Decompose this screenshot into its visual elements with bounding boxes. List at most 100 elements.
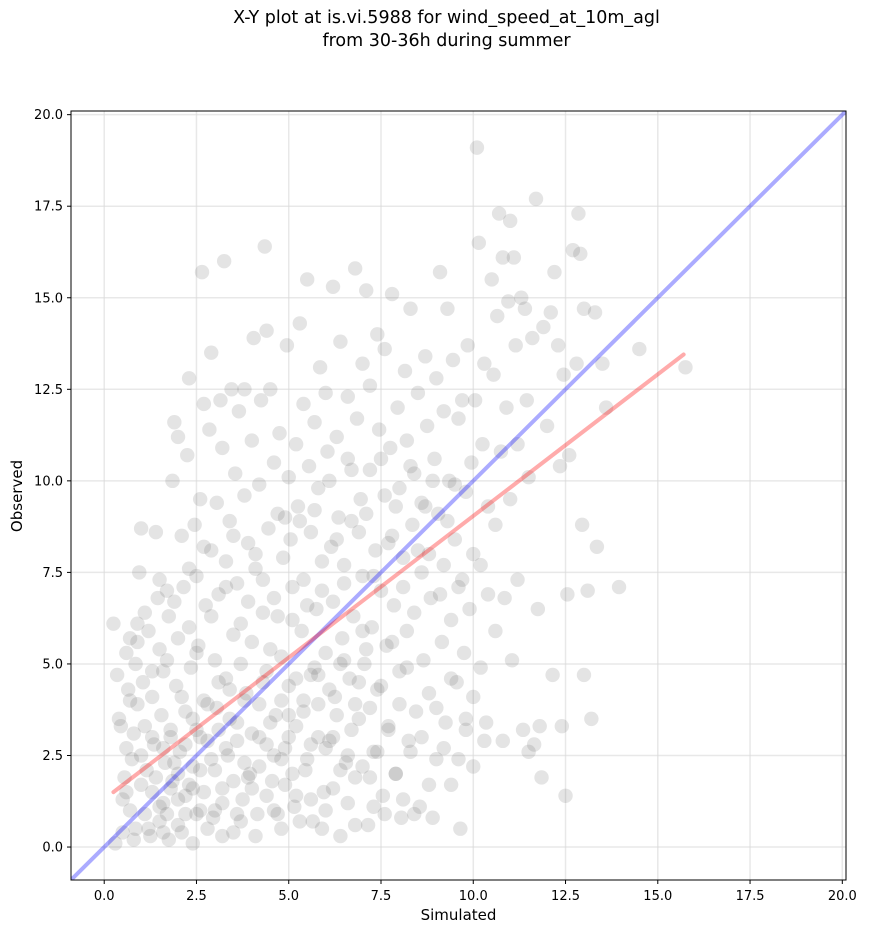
scatter-point [478,715,494,730]
scatter-point [480,499,496,514]
scatter-point [384,634,400,650]
scatter-point [355,356,370,371]
scatter-point [220,748,236,763]
scatter-point [303,524,319,540]
scatter-point [279,338,295,353]
scatter-point [440,301,455,316]
scatter-point [163,729,178,745]
scatter-point [392,697,407,712]
scatter-point [576,667,592,683]
scatter-point [543,305,558,320]
scatter-point [266,590,282,606]
scatter-point [399,433,415,448]
scatter-point [226,825,241,840]
scatter-point [425,473,440,489]
scatter-point [405,517,420,532]
scatter-point [359,506,374,522]
scatter-point [259,664,274,679]
scatter-point [340,795,355,811]
scatter-point [248,546,263,562]
scatter-point [259,737,274,752]
scatter-point [113,719,129,734]
scatter-point [292,814,308,829]
scatter-point [423,590,439,606]
scatter-point [211,722,226,738]
scatter-point [119,645,134,661]
scatter-point [207,803,223,818]
scatter-point [418,499,433,514]
scatter-point [318,740,333,756]
scatter-point [403,744,418,760]
scatter-point [347,817,363,833]
scatter-point [362,770,378,785]
scatter-point [109,667,125,683]
scatter-point [370,327,385,342]
scatter-point [388,499,403,514]
scatter-point [189,722,204,738]
scatter-point [281,708,296,723]
x-tick-label: 10.0 [459,889,488,904]
scatter-point [202,422,217,437]
scatter-point [174,825,189,840]
scatter-point [462,601,477,617]
scatter-point [296,396,311,412]
scatter-point [580,583,595,598]
scatter-point [192,729,208,745]
scatter-point [266,455,282,470]
scatter-point [432,587,448,602]
scatter-point [292,316,308,331]
scatter-point [174,528,189,543]
scatter-point [211,587,226,602]
scatter-point [316,784,331,800]
scatter-point [325,279,341,294]
x-tick-label: 12.5 [551,889,580,904]
scatter-point [429,700,444,716]
scatter-point [333,828,348,844]
scatter-point [299,272,315,287]
scatter-point [180,448,195,463]
scatter-point [436,404,451,419]
scatter-point [276,550,291,565]
scatter-point [355,623,370,639]
scatter-point [189,568,204,584]
scatter-point [168,678,184,694]
scatter-point [226,773,241,789]
scatter-point [144,784,160,800]
scatter-point [438,715,453,730]
scatter-point [598,400,614,415]
scatter-point [447,532,463,547]
scatter-point [152,642,167,657]
scatter-point [547,264,562,280]
scatter-point [222,513,237,529]
scatter-point [314,821,330,836]
scatter-point [218,579,234,595]
scatter-point [222,682,237,697]
scatter-point [159,806,175,822]
scatter-point [264,773,280,789]
scatter-point [587,305,603,320]
scatter-point [181,620,197,635]
scatter-point [318,645,333,661]
scatter-point [569,356,584,371]
scatter-point [443,777,459,792]
scatter-point [333,334,348,349]
scatter-point [589,539,605,554]
scatter-point [362,378,378,393]
scatter-point [443,671,459,686]
scatter-point [185,759,200,774]
x-tick-label: 17.5 [736,889,765,904]
scatter-point [473,557,488,573]
scatter-point [395,579,411,595]
y-tick-label: 17.5 [34,200,63,215]
scatter-point [204,751,219,767]
scatter-point [314,554,330,569]
scatter-point [274,693,289,708]
scatter-point [357,656,372,672]
scatter-point [270,506,285,522]
scatter-point [499,400,514,415]
scatter-point [194,264,210,280]
scatter-point [167,415,182,430]
scatter-point [133,777,149,792]
y-tick-label: 2.5 [42,749,63,764]
scatter-point [351,711,367,727]
